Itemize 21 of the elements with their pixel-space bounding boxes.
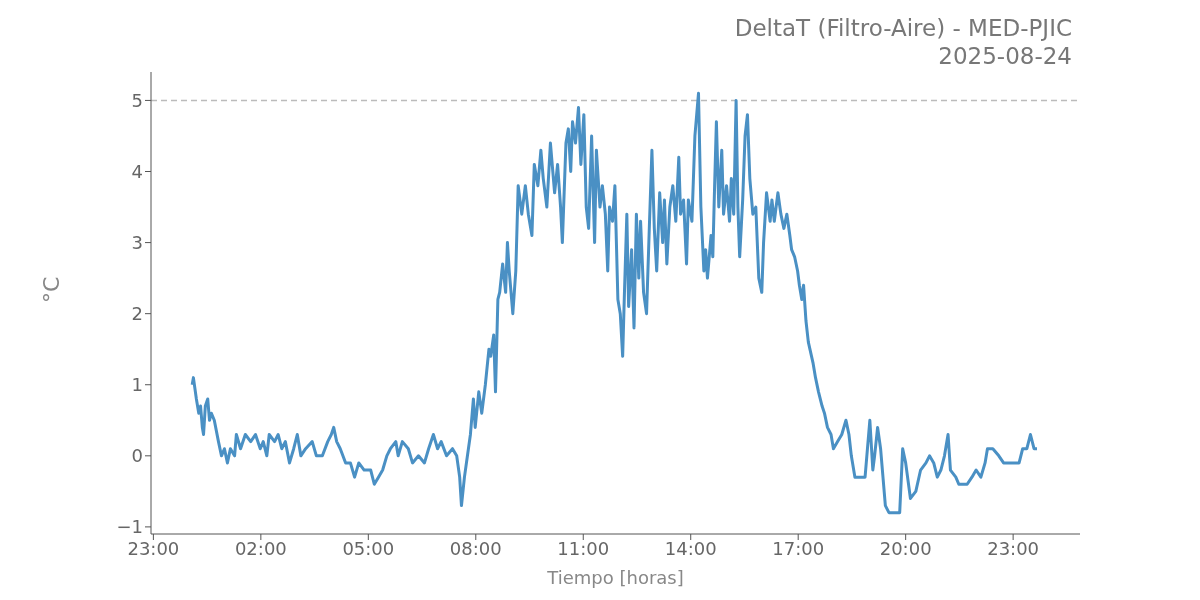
x-tick-label: 05:00 xyxy=(342,537,395,559)
y-tick-label: 1 xyxy=(131,374,143,396)
line-series xyxy=(190,91,1039,515)
chart-subtitle: 2025-08-24 xyxy=(937,42,1072,70)
x-tick-label: 20:00 xyxy=(879,537,932,559)
x-tick-label: 08:00 xyxy=(449,537,502,559)
y-tick-label: 4 xyxy=(131,160,143,182)
x-tick-label: 14:00 xyxy=(664,537,717,559)
y-tick-label: 3 xyxy=(131,231,143,253)
y-axis-title: °C xyxy=(38,276,64,303)
x-axis-title: Tiempo [horas] xyxy=(546,567,684,588)
x-tick-label: 11:00 xyxy=(557,537,610,559)
y-tick-label: 0 xyxy=(131,445,143,467)
y-tick-label: 5 xyxy=(131,89,143,111)
x-tick-label: 17:00 xyxy=(772,537,825,559)
x-tick-label: 23:00 xyxy=(987,537,1040,559)
x-tick-label: 23:00 xyxy=(127,537,180,559)
chart-title: DeltaT (Filtro-Aire) - MED-PJIC xyxy=(734,14,1072,42)
y-tick-label: 2 xyxy=(131,303,143,325)
x-tick-label: 02:00 xyxy=(234,537,287,559)
y-tick-label: −1 xyxy=(116,516,143,538)
